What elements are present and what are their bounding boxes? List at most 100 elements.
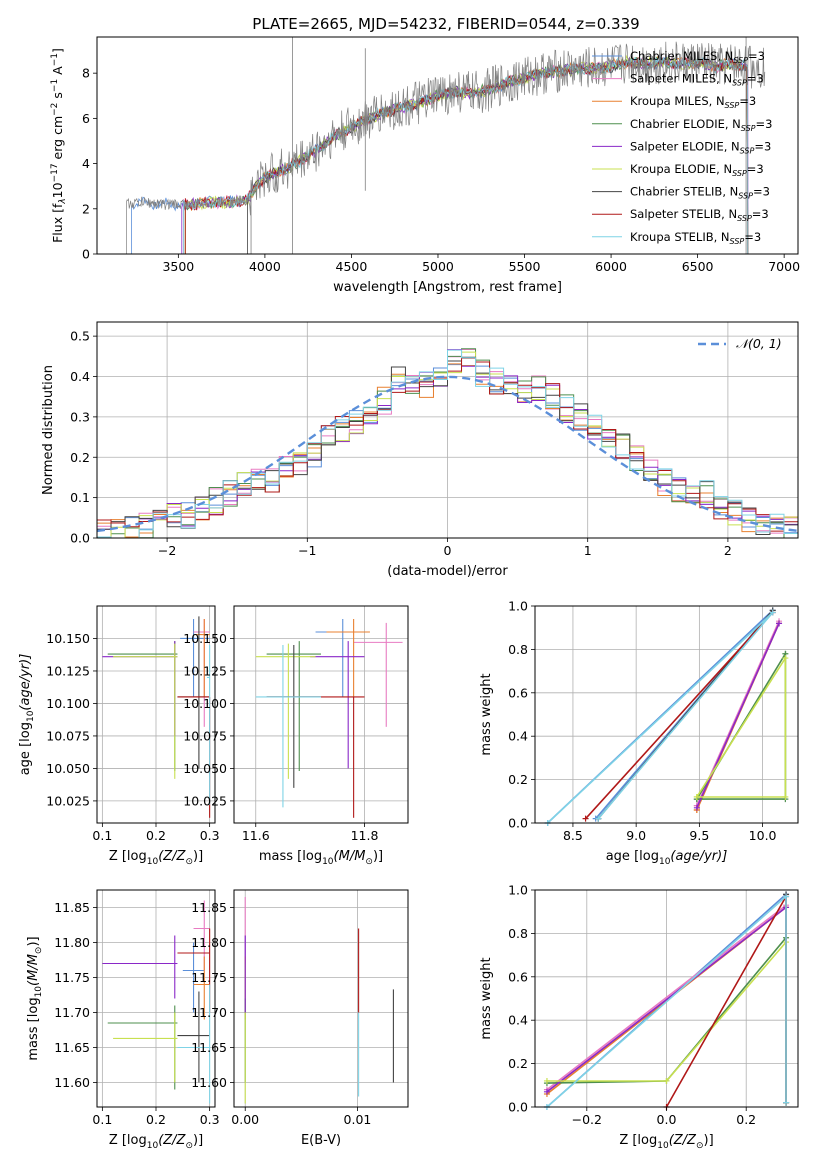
legend-entry: Kroupa STELIB, NSSP=3 [630,230,761,246]
y-tick-label: 10.050 [46,761,90,776]
y-axis-label: Normed distribution [41,365,56,495]
y-tick-label: 10.125 [183,663,227,678]
x-tick-label: 9.5 [689,828,709,843]
x-axis-label: Z [log10(Z/Z⊙)] [619,1133,713,1151]
x-tick-label: 4000 [249,259,281,274]
x-axis-label: age [log10(age/yr)] [606,849,728,867]
x-axis-label: E(B-V) [301,1133,341,1148]
y-tick-label: 10.050 [183,761,227,776]
axes-frame [534,605,799,824]
x-tick-label: 0.3 [200,1112,220,1127]
model-spectrum-line [184,55,749,254]
x-axis-label: wavelength [Angstrom, rest frame] [333,280,562,295]
label-part: SSP [737,214,752,223]
x-tick-label: 0.2 [736,1112,756,1127]
label-part: Kroupa MILES, N [630,94,725,108]
label-part: SSP [733,56,748,65]
label-part: (M/M [26,954,41,986]
y-tick-label: 11.80 [54,935,90,950]
y-axis-label: age [log10(age/yr)] [18,654,36,776]
y-tick-label: 10.150 [183,631,227,646]
label-part: Flux [f [50,203,65,243]
y-tick-label: 10.100 [183,696,227,711]
x-tick-label: 0.01 [344,1112,372,1127]
label-part: Salpeter MILES, N [630,72,732,86]
label-part: SSP [741,124,756,133]
x-tick-label: 0.0 [657,1112,677,1127]
label-part: 10 [34,986,44,998]
weight-line [696,623,780,809]
label-part: =3 [744,230,761,244]
y-tick-label: 0.1 [70,490,90,505]
y-tick-label: 10.025 [183,793,227,808]
x-tick-label: 0.3 [200,828,220,843]
label-part: Chabrier MILES, N [630,49,733,63]
y-tick-label: 4 [82,156,90,171]
label-part: 10 [659,857,671,867]
weight-marker [769,609,776,616]
y-tick-label: 11.70 [191,1005,227,1020]
x-axis-label: mass [log10(M/M⊙)] [259,849,383,867]
label-part: Z [log [619,1133,657,1148]
label-part: Chabrier ELODIE, N [630,117,741,131]
y-tick-label: 6 [82,111,90,126]
y-tick-label: 11.75 [191,970,227,985]
label-part: ⊙ [696,1141,704,1151]
weight-marker [782,793,789,800]
y-tick-label: 10.125 [46,663,90,678]
y-tick-label: 10.075 [46,728,90,743]
label-part: −2 [50,103,60,116]
y-tick-label: 11.60 [191,1075,227,1090]
label-part: 10 [657,1141,669,1151]
y-tick-label: 0.3 [70,409,90,424]
age_vs_mass-panel: 11.6 11.8 10.025 10.050 10.075 10.100 10.125 10… [183,605,409,867]
histogram-step [97,349,798,539]
y-tick-label: 0.4 [70,369,90,384]
mass_vs_EBV-panel: 0.00 0.01 11.60 11.65 11.70 11.75 11.80 11.85 E(… [191,889,409,1148]
y-axis-label: mass weight [479,673,494,755]
weight-marker [543,1088,550,1095]
label-part: =3 [753,185,770,199]
label-part: )] [193,849,203,864]
label-part: =3 [752,207,769,221]
y-tick-label: 0.0 [70,531,90,546]
label-part: age [log [18,722,33,775]
weight-line [546,904,787,1091]
weight-marker [776,620,783,627]
x-tick-label: 5500 [509,259,541,274]
weight-marker [693,793,700,800]
label-part: ⊙ [365,857,373,867]
weight-marker [595,815,602,822]
mass_weight_vs_age-panel: 8.5 9.0 9.5 10.0 0.0 0.2 0.4 0.6 0.8 1.0 age [log1… [479,599,799,867]
label-part: ⊙ [185,1141,193,1151]
y-axis-label: mass weight [479,957,494,1039]
weight-marker [783,893,790,900]
label-part: −1 [50,53,60,66]
y-tick-label: 0.2 [70,450,90,465]
residuals-panel: −2 −1 0 1 2 0.0 0.1 0.2 0.3 0.4 0.5 (data-model)/er… [41,321,799,579]
label-part: age [log [606,849,659,864]
weight-line [546,906,787,1093]
label-part: 10 [147,857,159,867]
x-tick-label: −0.2 [572,1112,602,1127]
x-tick-label: 0.00 [231,1112,259,1127]
label-part: −17 [50,163,60,182]
y-tick-label: 11.65 [191,1040,227,1055]
label-part: 10 [26,710,36,722]
label-part: Z [log [109,1133,147,1148]
weight-marker [582,815,589,822]
x-tick-label: 11.8 [351,828,379,843]
x-tick-label: 0.1 [92,1112,112,1127]
label-part: 10 [147,1141,159,1151]
y-tick-label: 11.70 [54,1005,90,1020]
legend-entry: Salpeter ELODIE, NSSP=3 [630,139,771,155]
age_vs_Z-panel: 0.1 0.2 0.3 10.025 10.050 10.075 10.100 10.125 1… [18,605,220,867]
label-part: SSP [738,192,753,201]
label-part: SSP [732,169,747,178]
y-tick-label: 0.2 [508,772,528,787]
label-part: =3 [747,162,764,176]
normal-curve [96,375,799,533]
label-part: mass [log [259,849,322,864]
label-part: SSP [732,79,747,88]
x-tick-label: 8.5 [563,828,583,843]
